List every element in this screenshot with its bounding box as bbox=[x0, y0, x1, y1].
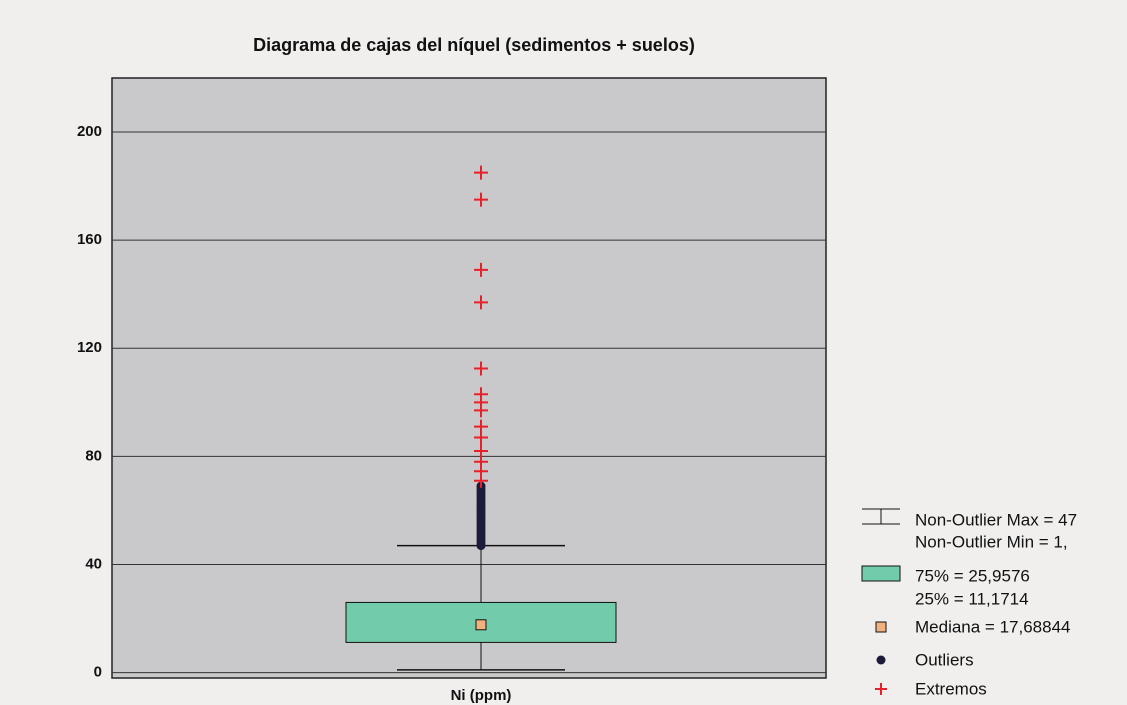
median bbox=[475, 619, 487, 631]
legend-label: Non-Outlier Max = 47 bbox=[915, 510, 1077, 529]
extreme bbox=[474, 295, 488, 310]
y-tick-label: 160 bbox=[77, 231, 102, 248]
y-tick-label: 200 bbox=[77, 123, 102, 140]
legend-box-icon bbox=[861, 565, 901, 582]
legend-label: 75% = 25,9576 bbox=[915, 566, 1030, 585]
extreme bbox=[474, 419, 488, 434]
y-tick-label: 40 bbox=[85, 555, 102, 572]
legend-outlier-icon bbox=[876, 655, 886, 665]
legend-label: 25% = 11,1714 bbox=[915, 589, 1029, 608]
extreme bbox=[474, 165, 488, 180]
y-tick-label: 0 bbox=[94, 664, 102, 681]
legend-median-icon bbox=[875, 621, 887, 633]
extreme bbox=[474, 192, 488, 207]
legend-label: Outliers bbox=[915, 650, 974, 669]
legend-extreme-icon bbox=[875, 683, 887, 695]
legend: Non-Outlier Max = 47 Non-Outlier Min = 1… bbox=[861, 508, 1077, 698]
chart-title: Diagrama de cajas del níquel (sedimentos… bbox=[253, 35, 695, 55]
legend-label: Non-Outlier Min = 1, bbox=[915, 532, 1068, 551]
extreme bbox=[474, 387, 488, 402]
y-tick-label: 120 bbox=[77, 339, 102, 356]
legend-label: Extremos bbox=[915, 679, 987, 698]
y-tick-label: 80 bbox=[85, 447, 102, 464]
extreme bbox=[474, 262, 488, 277]
plot-area bbox=[111, 77, 827, 679]
extreme bbox=[474, 443, 488, 458]
legend-label: Mediana = 17,68844 bbox=[915, 617, 1071, 636]
extreme bbox=[474, 361, 488, 376]
x-tick-label: Ni (ppm) bbox=[451, 687, 512, 704]
